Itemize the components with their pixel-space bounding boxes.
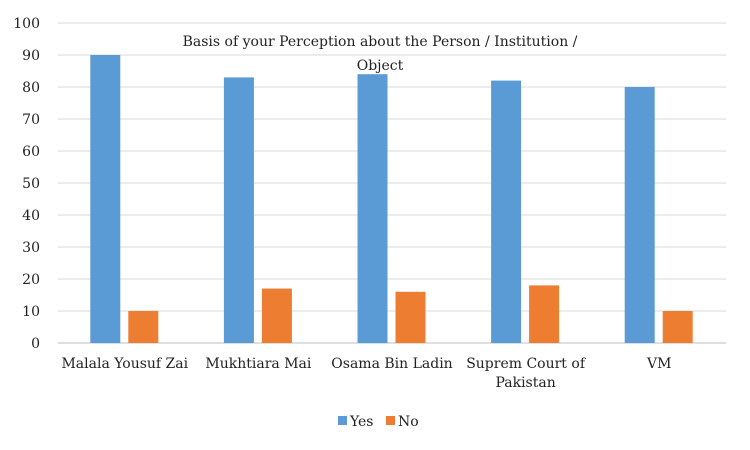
- y-tick-label: 50: [22, 176, 40, 192]
- y-tick-label: 90: [22, 48, 40, 64]
- x-tick-label: VM: [646, 356, 671, 372]
- bar-yes: [491, 80, 522, 343]
- y-tick-label: 60: [22, 144, 40, 160]
- x-tick-label: Suprem Court of Pakistan: [466, 356, 587, 391]
- bars: [90, 55, 693, 344]
- y-tick-label: 40: [22, 208, 40, 224]
- bar-no: [529, 285, 560, 343]
- bar-yes: [357, 74, 388, 343]
- legend-label-no: No: [398, 414, 419, 430]
- legend: Yes No: [338, 414, 419, 430]
- y-tick-label: 20: [22, 272, 40, 288]
- chart-title: Basis of your Perception about the Perso…: [182, 34, 578, 74]
- legend-swatch-no: [386, 416, 395, 425]
- bar-no: [662, 311, 693, 343]
- bar-yes: [624, 87, 655, 343]
- gridlines: [58, 22, 726, 344]
- x-tick-label: Mukhtiara Mai: [205, 356, 311, 372]
- x-tick-label: Malala Yousuf Zai: [61, 356, 188, 372]
- bar-yes: [223, 77, 254, 344]
- bar-yes: [90, 55, 121, 343]
- legend-label-yes: Yes: [349, 414, 374, 430]
- y-tick-label: 30: [22, 240, 40, 256]
- x-axis-labels: Malala Yousuf Zai Mukhtiara Mai Osama Bin …: [61, 356, 671, 391]
- y-tick-label: 80: [22, 80, 40, 96]
- legend-swatch-yes: [338, 416, 347, 425]
- y-tick-label: 10: [22, 304, 40, 320]
- bar-no: [261, 288, 292, 343]
- bar-no: [395, 291, 426, 343]
- y-tick-label: 70: [22, 112, 40, 128]
- y-tick-label: 0: [31, 336, 40, 352]
- y-tick-label: 100: [13, 16, 40, 32]
- y-axis-ticks: 0 10 20 30 40 50 60 70 80 90 100: [13, 16, 40, 352]
- bar-no: [128, 311, 159, 343]
- x-tick-label: Osama Bin Ladin: [331, 356, 452, 372]
